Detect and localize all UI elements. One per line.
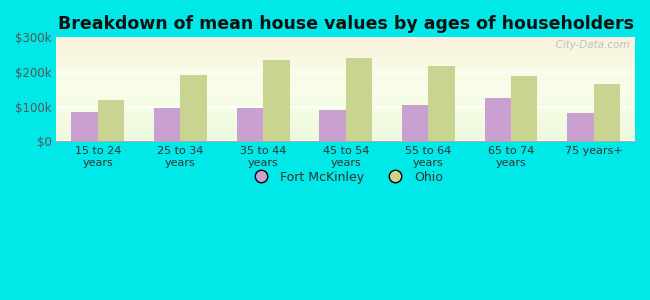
Bar: [72, 112, 98, 141]
Title: Breakdown of mean house values by ages of householders: Breakdown of mean house values by ages o…: [58, 15, 634, 33]
Bar: [593, 84, 620, 141]
Bar: [567, 113, 593, 141]
Bar: [485, 98, 511, 141]
Bar: [428, 66, 455, 141]
Legend: Fort McKinley, Ohio: Fort McKinley, Ohio: [244, 166, 448, 189]
Bar: [511, 76, 538, 141]
Bar: [346, 58, 372, 141]
Text: City-Data.com: City-Data.com: [549, 40, 629, 50]
Bar: [319, 110, 346, 141]
Bar: [181, 75, 207, 141]
Bar: [237, 108, 263, 141]
Bar: [98, 100, 124, 141]
Bar: [154, 108, 181, 141]
Bar: [263, 60, 289, 141]
Bar: [402, 105, 428, 141]
